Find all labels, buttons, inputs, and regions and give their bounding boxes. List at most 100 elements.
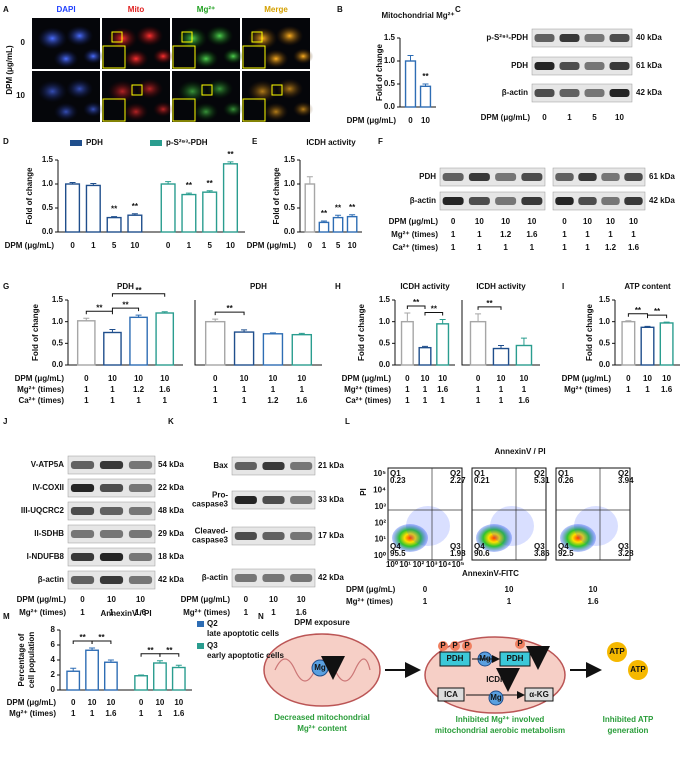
inset — [102, 45, 126, 69]
row-label: Ca²⁺ (times) — [18, 396, 64, 405]
row-value: 1 — [139, 709, 144, 718]
x-tick-label: 10² — [413, 560, 425, 569]
lane-value: 1 — [109, 608, 114, 617]
panel-letter: N — [258, 612, 264, 621]
row-value: 1 — [499, 396, 504, 405]
x-tick-label: 10⁴ — [438, 560, 451, 569]
cell — [293, 48, 314, 64]
band-label: β-actin — [410, 196, 436, 205]
band-size: 61 kDa — [636, 61, 662, 70]
ica-box — [437, 687, 465, 702]
lane-value: 10 — [629, 217, 638, 226]
significance: ** — [321, 209, 328, 218]
bar — [171, 666, 186, 691]
cell — [193, 102, 219, 121]
y-tick-label: 10² — [374, 518, 386, 527]
phosphate — [462, 641, 472, 651]
band — [70, 461, 95, 469]
cell — [206, 25, 234, 47]
bar — [103, 661, 118, 691]
bar — [106, 216, 122, 233]
band-size: 40 kDa — [636, 33, 662, 42]
bar — [76, 320, 96, 366]
atp — [607, 642, 627, 662]
significance: ** — [96, 303, 103, 312]
panel-letter: L — [345, 417, 350, 426]
inset — [102, 98, 126, 122]
cell-population — [476, 524, 512, 552]
lane-label: Mg²⁺ (times) — [183, 608, 230, 617]
lane-value: 1 — [451, 243, 456, 252]
significance: ** — [147, 646, 154, 655]
band — [99, 507, 124, 515]
y-tick-label: 1.5 — [42, 155, 54, 164]
lane-value: 5 — [592, 113, 597, 122]
cell — [293, 101, 314, 117]
row-value: 1.6 — [437, 385, 449, 394]
atp — [628, 660, 648, 680]
lane-value: 0 — [542, 113, 547, 122]
panel-letter: B — [337, 5, 343, 14]
band — [128, 530, 153, 538]
cell-population — [560, 524, 596, 552]
quadrant-name: Q1 — [390, 469, 401, 478]
panel-letter: E — [252, 137, 258, 146]
band — [601, 197, 620, 205]
row-value: 0 — [84, 374, 89, 383]
significance: ** — [186, 181, 193, 190]
row-label: DPM (μg/mL) — [7, 698, 57, 707]
band-label: β-actin — [502, 88, 528, 97]
y-tick-label: 0.0 — [384, 102, 396, 111]
error-bar — [422, 83, 429, 87]
cell — [153, 101, 174, 117]
band — [559, 34, 580, 42]
quadrant-value: 92.5 — [558, 549, 574, 558]
band-label: V-ATP5A — [31, 460, 64, 469]
panel-letter: H — [335, 282, 341, 291]
y-tick-label: 0.5 — [52, 338, 64, 347]
bar — [304, 183, 316, 233]
bracket — [159, 653, 180, 657]
y-tick-label: 10³ — [374, 502, 386, 511]
lane-value: 10 — [527, 217, 536, 226]
band-label: II-SDHB — [34, 529, 64, 538]
bar — [621, 320, 636, 366]
band-size: 29 kDa — [158, 529, 184, 538]
lane-value: 10 — [583, 217, 592, 226]
x-tick-label: 10³ — [426, 560, 438, 569]
quadrant-value: 3.86 — [534, 549, 550, 558]
error-bar — [227, 161, 234, 164]
error-bar — [241, 329, 248, 333]
lane-value: 1.6 — [628, 243, 640, 252]
y-tick-label: 0.5 — [42, 203, 54, 212]
lane-value: 10 — [606, 217, 615, 226]
band — [624, 197, 643, 205]
lane-value: 0 — [451, 217, 456, 226]
cell — [83, 101, 104, 117]
row-value: 1 — [158, 709, 163, 718]
band-size: 33 kDa — [318, 495, 344, 504]
error-bar — [69, 182, 76, 184]
band — [578, 173, 597, 181]
band — [584, 89, 605, 97]
lane-value: 0 — [562, 217, 567, 226]
legend-label: Q2 — [207, 619, 218, 628]
row-value: 1 — [213, 385, 218, 394]
y-axis-label: Fold of change — [375, 44, 384, 101]
bar — [469, 320, 487, 366]
row-value: 1 — [213, 396, 218, 405]
row-value: 1.6 — [661, 385, 673, 394]
band — [609, 89, 630, 97]
flow-title: AnnexinV / PI — [494, 447, 545, 456]
y-tick-label: 0.0 — [284, 227, 296, 236]
band-label: PDH — [511, 61, 528, 70]
row-value: 10 — [174, 698, 183, 707]
caption: Inhibited ATP — [603, 715, 654, 724]
phosphate — [438, 641, 448, 651]
y-tick-label: 0.0 — [379, 360, 391, 369]
lane-value: 1 — [451, 230, 456, 239]
legend-swatch — [197, 643, 204, 649]
row-label: Mg²⁺ (times) — [17, 385, 64, 394]
lane-label: Ca²⁺ (times) — [392, 243, 438, 252]
